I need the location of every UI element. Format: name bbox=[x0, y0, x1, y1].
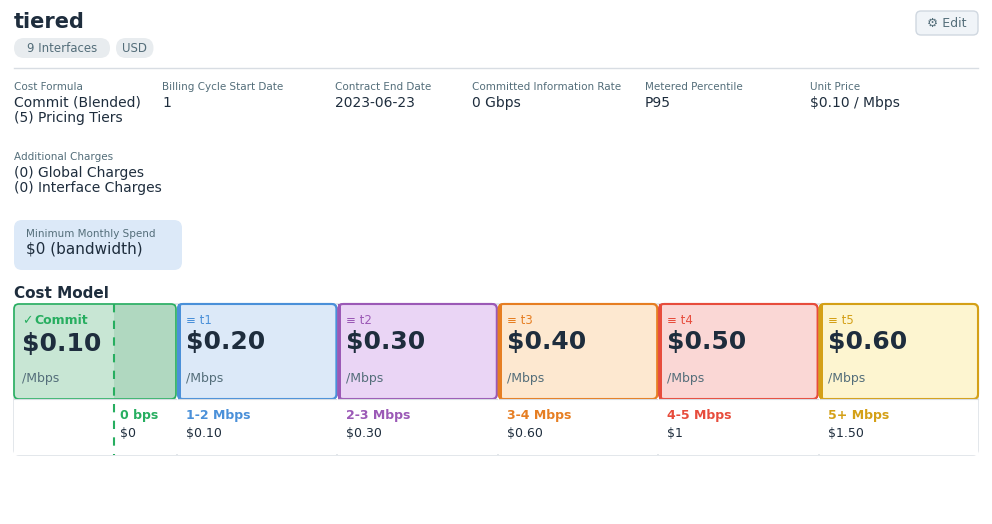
Text: 2-3 Mbps: 2-3 Mbps bbox=[346, 409, 411, 422]
Text: $0.40: $0.40 bbox=[507, 330, 586, 354]
Text: 5+ Mbps: 5+ Mbps bbox=[827, 409, 889, 422]
FancyBboxPatch shape bbox=[178, 304, 336, 399]
Bar bbox=[499, 304, 502, 399]
Text: $0 (bandwidth): $0 (bandwidth) bbox=[26, 242, 143, 257]
FancyBboxPatch shape bbox=[499, 304, 657, 399]
Bar bbox=[660, 304, 663, 399]
FancyBboxPatch shape bbox=[338, 304, 497, 399]
Bar bbox=[338, 304, 341, 399]
Text: (5) Pricing Tiers: (5) Pricing Tiers bbox=[14, 111, 123, 125]
Text: 0 bps: 0 bps bbox=[120, 409, 159, 422]
Text: ⚙ Edit: ⚙ Edit bbox=[928, 16, 967, 29]
FancyBboxPatch shape bbox=[14, 220, 182, 270]
FancyBboxPatch shape bbox=[819, 304, 978, 399]
Text: $1.50: $1.50 bbox=[827, 427, 863, 440]
Bar bbox=[338, 399, 497, 455]
Text: Contract End Date: Contract End Date bbox=[335, 82, 432, 92]
Text: Billing Cycle Start Date: Billing Cycle Start Date bbox=[162, 82, 284, 92]
Bar bbox=[819, 399, 978, 455]
Text: /Mbps: /Mbps bbox=[668, 372, 704, 385]
Text: ≡ t4: ≡ t4 bbox=[668, 314, 693, 327]
Text: 2023-06-23: 2023-06-23 bbox=[335, 96, 415, 110]
Bar bbox=[499, 399, 657, 455]
Text: USD: USD bbox=[122, 41, 147, 54]
Text: Cost Model: Cost Model bbox=[14, 286, 109, 301]
Text: $0.10 / Mbps: $0.10 / Mbps bbox=[810, 96, 900, 110]
Text: 1-2 Mbps: 1-2 Mbps bbox=[186, 409, 251, 422]
Text: 1: 1 bbox=[162, 96, 171, 110]
Text: $0.60: $0.60 bbox=[827, 330, 907, 354]
Text: $0.50: $0.50 bbox=[668, 330, 746, 354]
Text: $0.20: $0.20 bbox=[186, 330, 265, 354]
Text: Additional Charges: Additional Charges bbox=[14, 152, 113, 162]
Text: Committed Information Rate: Committed Information Rate bbox=[472, 82, 621, 92]
Bar bbox=[14, 304, 114, 399]
Text: /Mbps: /Mbps bbox=[827, 372, 865, 385]
FancyBboxPatch shape bbox=[499, 304, 657, 399]
FancyBboxPatch shape bbox=[916, 11, 978, 35]
Text: ≡ t3: ≡ t3 bbox=[507, 314, 533, 327]
FancyBboxPatch shape bbox=[14, 304, 114, 399]
Bar bbox=[114, 304, 176, 399]
Text: Unit Price: Unit Price bbox=[810, 82, 860, 92]
Bar bbox=[14, 399, 176, 455]
Text: 4-5 Mbps: 4-5 Mbps bbox=[668, 409, 732, 422]
Text: 0 Gbps: 0 Gbps bbox=[472, 96, 521, 110]
Text: /Mbps: /Mbps bbox=[22, 372, 60, 385]
Text: $1: $1 bbox=[668, 427, 683, 440]
Text: /Mbps: /Mbps bbox=[346, 372, 384, 385]
Text: $0.10: $0.10 bbox=[186, 427, 222, 440]
FancyBboxPatch shape bbox=[178, 304, 336, 399]
FancyBboxPatch shape bbox=[14, 38, 110, 58]
Text: 9 Interfaces: 9 Interfaces bbox=[27, 41, 97, 54]
Text: ✓: ✓ bbox=[22, 314, 33, 327]
Text: ≡ t2: ≡ t2 bbox=[346, 314, 372, 327]
Text: /Mbps: /Mbps bbox=[186, 372, 223, 385]
Text: (0) Global Charges: (0) Global Charges bbox=[14, 166, 144, 180]
Text: Commit (Blended): Commit (Blended) bbox=[14, 96, 141, 110]
Text: tiered: tiered bbox=[14, 12, 85, 32]
FancyBboxPatch shape bbox=[660, 304, 817, 399]
Bar bbox=[178, 399, 336, 455]
FancyBboxPatch shape bbox=[338, 304, 497, 399]
Text: P95: P95 bbox=[645, 96, 671, 110]
Text: /Mbps: /Mbps bbox=[507, 372, 544, 385]
Bar bbox=[660, 399, 817, 455]
FancyBboxPatch shape bbox=[116, 38, 154, 58]
Bar bbox=[819, 304, 822, 399]
Text: $0.60: $0.60 bbox=[507, 427, 543, 440]
Text: $0.30: $0.30 bbox=[346, 330, 426, 354]
Text: ≡ t5: ≡ t5 bbox=[827, 314, 853, 327]
Bar bbox=[178, 304, 181, 399]
Text: Cost Formula: Cost Formula bbox=[14, 82, 83, 92]
Text: ≡ t1: ≡ t1 bbox=[186, 314, 212, 327]
Text: Commit: Commit bbox=[34, 314, 87, 327]
Text: 3-4 Mbps: 3-4 Mbps bbox=[507, 409, 571, 422]
Text: $0.30: $0.30 bbox=[346, 427, 382, 440]
FancyBboxPatch shape bbox=[660, 304, 817, 399]
Text: $0.10: $0.10 bbox=[22, 332, 101, 356]
Text: $0: $0 bbox=[120, 427, 136, 440]
Text: Minimum Monthly Spend: Minimum Monthly Spend bbox=[26, 229, 156, 239]
Text: Metered Percentile: Metered Percentile bbox=[645, 82, 743, 92]
Text: (0) Interface Charges: (0) Interface Charges bbox=[14, 181, 162, 195]
FancyBboxPatch shape bbox=[819, 304, 978, 399]
